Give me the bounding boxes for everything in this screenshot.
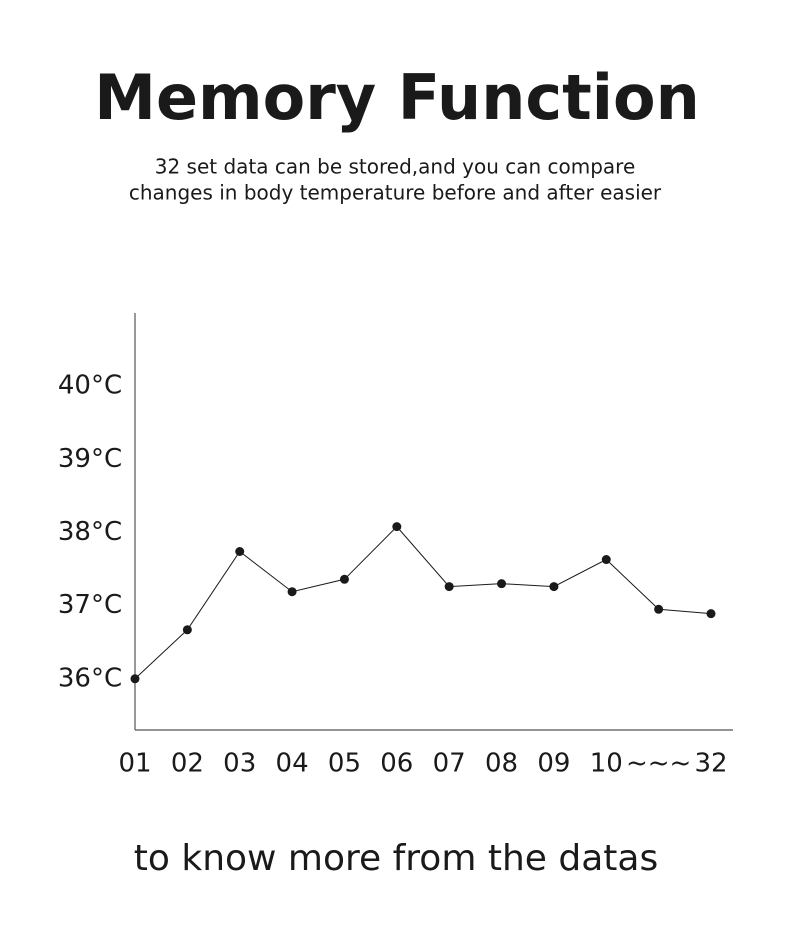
data-point [182, 625, 192, 635]
data-point [497, 579, 507, 589]
x-tick-label: 05 [328, 749, 361, 779]
x-tick-label: 07 [433, 749, 466, 779]
chart-title: Memory Function [94, 61, 699, 134]
x-tick-label: 04 [276, 749, 309, 779]
y-tick-label: 38°C [58, 517, 122, 547]
x-tick-label: 10 [590, 749, 623, 779]
y-tick-label: 40°C [58, 371, 122, 401]
chart-subtitle: 32 set data can be stored,and you can co… [155, 155, 636, 179]
data-point [601, 555, 611, 565]
y-tick-label: 37°C [58, 590, 122, 620]
x-tick-label: ~~~ [626, 749, 691, 779]
x-tick-label: 32 [694, 749, 727, 779]
footer: to know more from the datas [134, 838, 658, 879]
x-tick-label: 09 [537, 749, 570, 779]
data-line [134, 525, 712, 680]
x-tick-label: 02 [171, 749, 204, 779]
x-tick-label: 06 [380, 749, 413, 779]
chart-subtitle: changes in body temperature before and a… [129, 181, 662, 205]
data-point [339, 574, 349, 584]
data-point [235, 546, 245, 556]
data-point [287, 587, 297, 597]
data-point [706, 609, 716, 619]
data-point [654, 604, 664, 614]
y-tick-label: 36°C [58, 663, 122, 693]
x-tick-label: 08 [485, 749, 518, 779]
x-tick-label: 01 [118, 749, 151, 779]
data-point [549, 582, 559, 592]
x-tick-label: 03 [223, 749, 256, 779]
data-point [444, 582, 454, 592]
data-point [392, 522, 402, 532]
y-tick-label: 39°C [58, 444, 122, 474]
data-point [130, 674, 140, 684]
